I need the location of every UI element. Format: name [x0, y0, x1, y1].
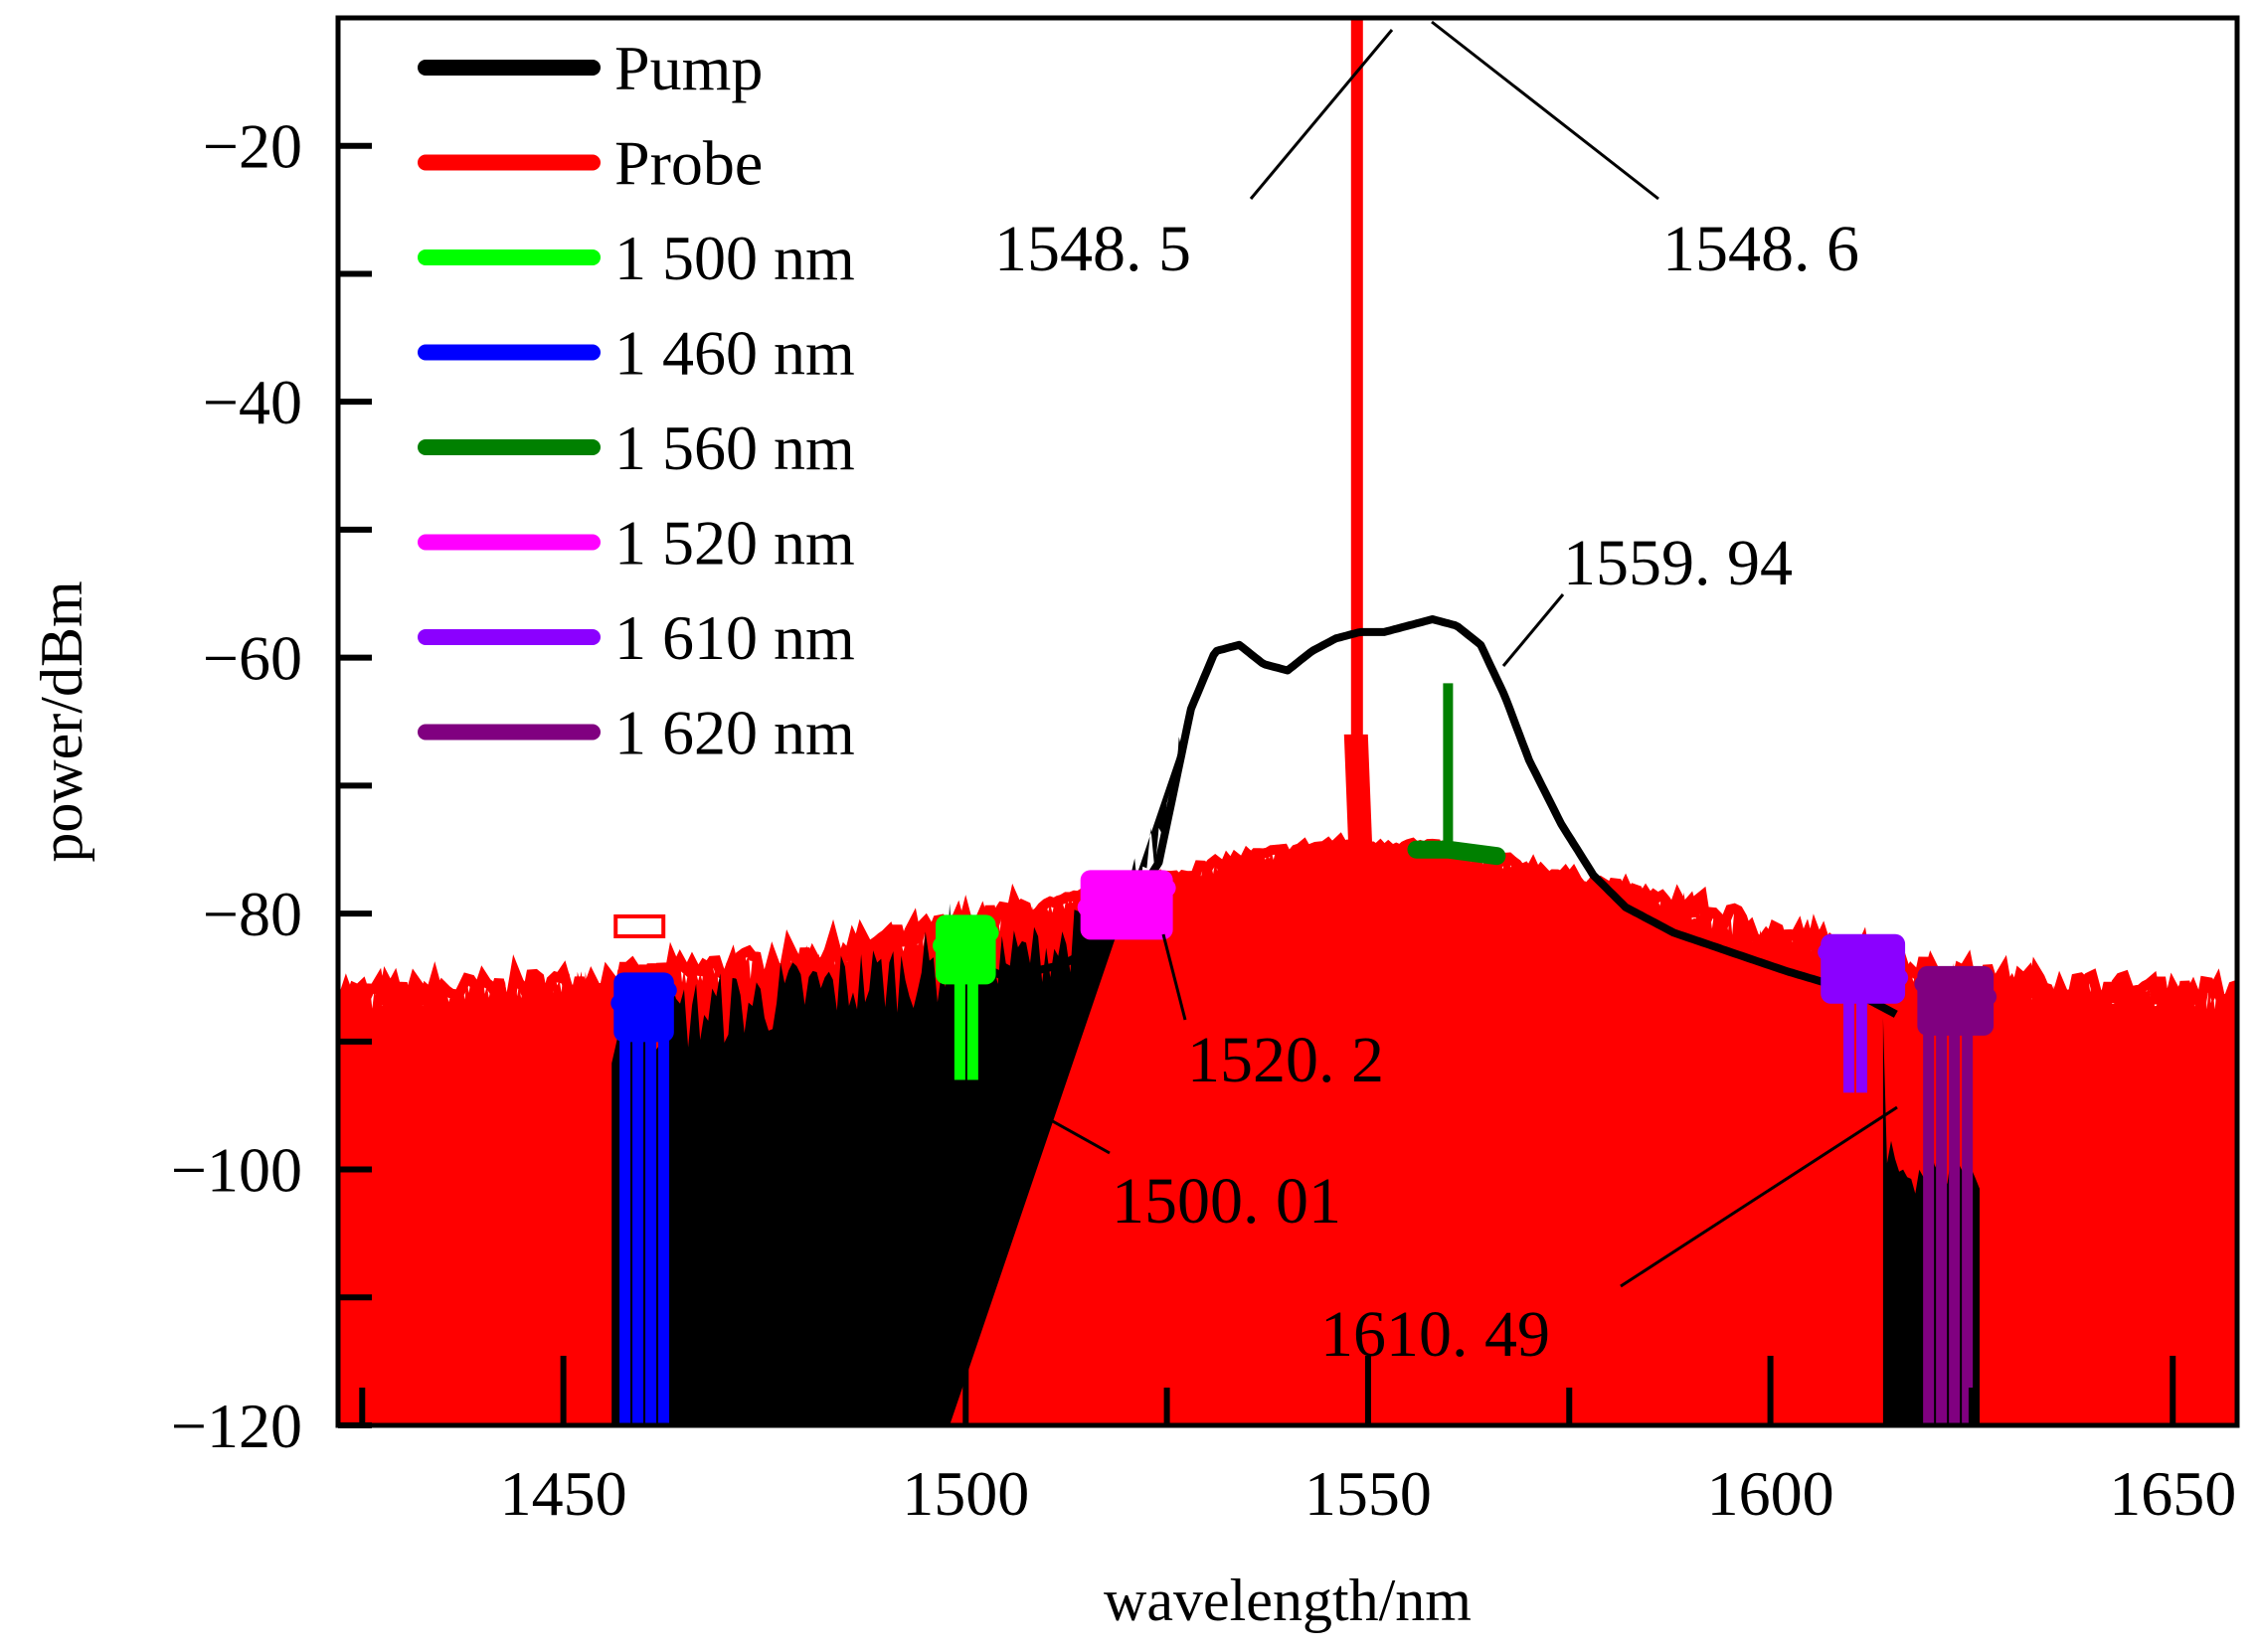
y-axis-title: power/dBm: [29, 580, 94, 862]
signal-cluster-1-610-nm: [1821, 933, 1906, 1004]
legend-label: 1 460 nm: [614, 318, 855, 389]
y-tick-label: −40: [203, 367, 302, 437]
signal-peak-1-460-nm-2: [645, 982, 657, 1425]
signal-peak-1-500-nm-0: [954, 924, 965, 1080]
y-tick-label: −20: [203, 111, 302, 182]
signal-peak-1-610-nm-0: [1842, 943, 1854, 1093]
legend-label: 1 560 nm: [614, 413, 855, 483]
signal-band-1-560-nm: [1407, 840, 1506, 866]
signal-cluster-1-520-nm: [1080, 870, 1173, 940]
y-tick-label: −60: [203, 623, 302, 694]
legend-label: 1 500 nm: [614, 223, 855, 293]
pump-series-line: [948, 615, 1898, 1018]
pump-noise-left: [611, 711, 1191, 1425]
legend-label: 1 610 nm: [614, 602, 855, 673]
signal-cluster-1-620-nm: [1917, 965, 1995, 1036]
annotations: 1548. 5 1548. 6 1559. 94 1520. 2 1500. 01 161…: [994, 20, 1898, 1371]
y-tick-label: −100: [171, 1135, 302, 1206]
signal-peak-1-560-nm: [1443, 683, 1454, 850]
x-tick-label: 1500: [902, 1458, 1029, 1529]
x-tick-label: 1600: [1707, 1458, 1834, 1529]
legend: Pump Probe 1 500 nm 1 460 nm 1 560 nm 1 520 n…: [418, 33, 855, 768]
signal-peak-1-620-nm-1: [1936, 975, 1948, 1425]
signal-cluster-1-500-nm: [935, 914, 996, 985]
signal-peak-1-500-nm-1: [966, 924, 978, 1080]
signal-peak-1-460-nm-1: [632, 982, 644, 1425]
legend-label: Pump: [614, 33, 763, 103]
plot-area: [338, 18, 2237, 1425]
x-axis-title: wavelength/nm: [1104, 1568, 1472, 1633]
signal-peak-1-460-nm-3: [658, 982, 670, 1425]
probe-peak-core: [1351, 709, 1362, 889]
marker-box: [613, 913, 666, 938]
legend-label: Probe: [614, 128, 763, 199]
x-tick-label: 1650: [2109, 1458, 2236, 1529]
pump-notch-1503: [986, 977, 995, 1131]
signal-peak-1-620-nm-3: [1962, 975, 1974, 1425]
annotation-label: 1500. 01: [1112, 1165, 1341, 1238]
plot-frame: [335, 15, 2240, 1428]
legend-label: 1 520 nm: [614, 508, 855, 578]
y-tick-label: −120: [171, 1391, 302, 1461]
annotation-leader: [1249, 29, 1394, 200]
signal-peak-1-620-nm-0: [1923, 975, 1935, 1425]
annotation-label: 1548. 5: [994, 213, 1191, 285]
annotation-leader: [1023, 1103, 1111, 1155]
annotation-label: 1548. 6: [1662, 213, 1859, 285]
annotation-leader: [1431, 20, 1659, 201]
axis-ticks: 1450 1500 1550 1600 1650 −120 −100 −80 −60 −40 −20: [171, 111, 2236, 1529]
x-tick-label: 1450: [500, 1458, 627, 1529]
signal-peak-1-460-nm-0: [619, 982, 631, 1425]
probe-peak: [1350, 18, 1363, 863]
y-tick-label: −80: [203, 879, 302, 949]
annotation-leader: [1501, 593, 1565, 667]
annotation-leader: [1161, 933, 1187, 1021]
annotation-label: 1610. 49: [1320, 1298, 1550, 1371]
signal-cluster-1-460-nm: [613, 972, 674, 1043]
annotation-leader: [1620, 1105, 1898, 1288]
legend-label: 1 620 nm: [614, 698, 855, 768]
annotation-label: 1520. 2: [1187, 1024, 1384, 1096]
signal-peak-1-620-nm-2: [1949, 975, 1961, 1425]
signal-peak-1-610-nm-1: [1855, 943, 1867, 1093]
annotation-label: 1559. 94: [1563, 527, 1793, 599]
x-tick-label: 1550: [1304, 1458, 1432, 1529]
